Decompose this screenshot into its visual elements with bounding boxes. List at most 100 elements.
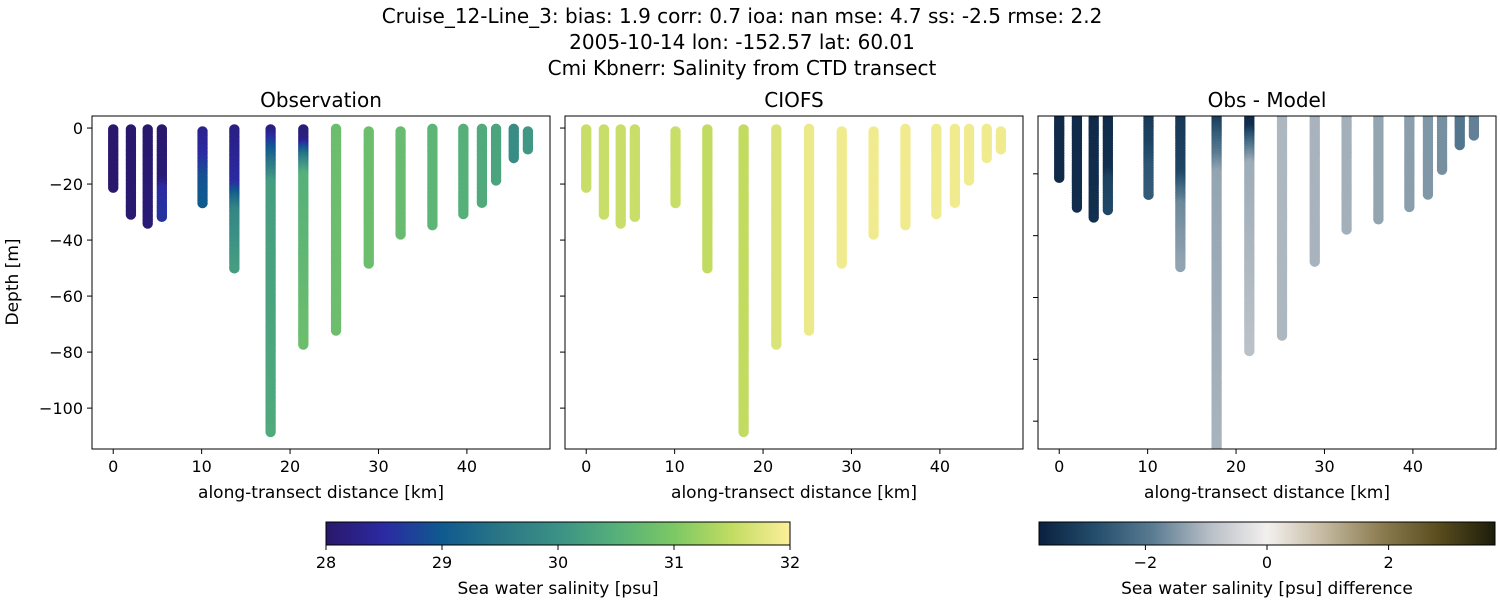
scatter-point — [1088, 212, 1099, 223]
colorbar-tick-label: 31 — [664, 553, 684, 572]
scatter-point — [963, 175, 975, 186]
scatter-point — [1244, 345, 1255, 357]
scatter-point — [508, 152, 519, 164]
colorbar-tick-label: 29 — [432, 553, 452, 572]
scatter-point — [615, 218, 626, 229]
axes-frame — [1037, 115, 1497, 450]
scatter-point — [1211, 442, 1222, 449]
x-tick-label: 0 — [581, 457, 591, 476]
scatter-point — [298, 339, 309, 350]
x-tick-label: 0 — [108, 457, 118, 476]
scatter-point — [1436, 164, 1448, 175]
scatter-point — [836, 258, 847, 269]
x-tick-label: 20 — [753, 457, 773, 476]
xlabel-obs-minus-model: along-transect distance [km] — [1144, 483, 1390, 503]
scatter-point — [229, 263, 240, 274]
scatter-point — [265, 426, 276, 438]
colorbar-tick-label: 2 — [1384, 553, 1394, 572]
panel-observation: 0 10 20 30 40 0 −20 −40 −60 −80 −100 — [39, 115, 551, 476]
ylabel-depth: Depth [m] — [3, 238, 23, 325]
x-tick-label: 30 — [841, 457, 861, 476]
scatter-points — [1054, 116, 1480, 449]
xlabel-ciofs: along-transect distance [km] — [671, 483, 917, 503]
x-tick-label: 30 — [368, 457, 388, 476]
xlabel-observation: along-transect distance [km] — [198, 483, 444, 503]
scatter-point — [981, 152, 992, 164]
scatter-point — [995, 144, 1007, 155]
scatter-point — [1276, 330, 1288, 341]
scatter-point — [1454, 139, 1465, 151]
scatter-point — [803, 325, 815, 336]
x-tick-label: 10 — [664, 457, 684, 476]
scatter-point — [1341, 224, 1352, 235]
scatter-point — [330, 325, 342, 336]
scatter-point — [900, 220, 911, 231]
scatter-point — [949, 197, 961, 209]
scatter-point — [1309, 256, 1320, 267]
scatter-point — [1102, 204, 1114, 216]
scatter-point — [395, 229, 406, 240]
scatter-point — [629, 211, 641, 223]
colorbar-tick-label: −2 — [1134, 553, 1158, 572]
scatter-point — [1054, 172, 1065, 184]
suptitle-line-2: 2005-10-14 lon: -152.57 lat: 60.01 — [569, 30, 915, 54]
colorbar-bar — [325, 521, 791, 546]
scatter-point — [1143, 189, 1154, 201]
axes-frame — [564, 115, 1024, 450]
x-tick-label: 10 — [191, 457, 211, 476]
x-tick-label: 10 — [1137, 457, 1157, 476]
axes-frame — [91, 115, 551, 450]
scatter-point — [670, 197, 681, 209]
scatter-point — [427, 220, 438, 231]
scatter-point — [931, 208, 942, 220]
y-tick-label: −100 — [39, 399, 83, 418]
scatter-point — [1071, 202, 1083, 213]
colorbar-tick-label: 32 — [780, 553, 800, 572]
x-tick-label: 30 — [1314, 457, 1334, 476]
y-tick-label: −20 — [49, 175, 83, 194]
x-tick-label: 20 — [280, 457, 300, 476]
scatter-point — [598, 209, 610, 220]
colorbar-tick-label: 30 — [548, 553, 568, 572]
scatter-point — [197, 197, 208, 209]
panel-title-ciofs: CIOFS — [764, 88, 823, 112]
scatter-point — [108, 182, 119, 193]
scatter-point — [1468, 130, 1480, 141]
scatter-point — [458, 208, 469, 220]
colorbar-difference: −2 0 2 — [1038, 521, 1496, 572]
scatter-point — [771, 339, 782, 350]
x-tick-label: 40 — [457, 457, 477, 476]
panel-ciofs: 0 10 20 30 40 — [560, 115, 1024, 476]
colorbar-bar — [1038, 521, 1496, 546]
scatter-point — [581, 182, 592, 193]
scatter-points — [108, 123, 534, 438]
scatter-point — [738, 426, 749, 438]
scatter-point — [1422, 189, 1434, 200]
scatter-point — [868, 229, 879, 240]
scatter-point — [522, 144, 534, 155]
suptitle-line-3: Cmi Kbnerr: Salinity from CTD transect — [548, 56, 937, 80]
scatter-point — [490, 175, 502, 186]
scatter-point — [363, 258, 374, 269]
colorbar-diff-label: Sea water salinity [psu] difference — [1121, 579, 1413, 599]
y-tick-label: −80 — [49, 343, 83, 362]
scatter-point — [1404, 201, 1415, 213]
x-tick-label: 40 — [930, 457, 950, 476]
y-tick-label: −60 — [49, 287, 83, 306]
y-tick-label: −40 — [49, 231, 83, 250]
y-tick-label: 0 — [73, 119, 83, 138]
panel-title-obs-minus-model: Obs - Model — [1208, 88, 1327, 112]
panel-title-observation: Observation — [260, 88, 382, 112]
suptitle-line-1: Cruise_12-Line_3: bias: 1.9 corr: 0.7 io… — [382, 4, 1103, 28]
x-tick-label: 40 — [1403, 457, 1423, 476]
scatter-point — [1373, 214, 1384, 225]
scatter-point — [476, 197, 488, 209]
colorbar-salinity-label: Sea water salinity [psu] — [458, 579, 659, 599]
x-tick-label: 20 — [1226, 457, 1246, 476]
scatter-point — [142, 218, 153, 229]
scatter-point — [125, 209, 137, 220]
colorbar-tick-label: 0 — [1262, 553, 1272, 572]
panel-obs-model: 0 10 20 30 40 — [1033, 115, 1497, 476]
colorbar-salinity: 28 29 30 31 32 — [316, 521, 800, 572]
